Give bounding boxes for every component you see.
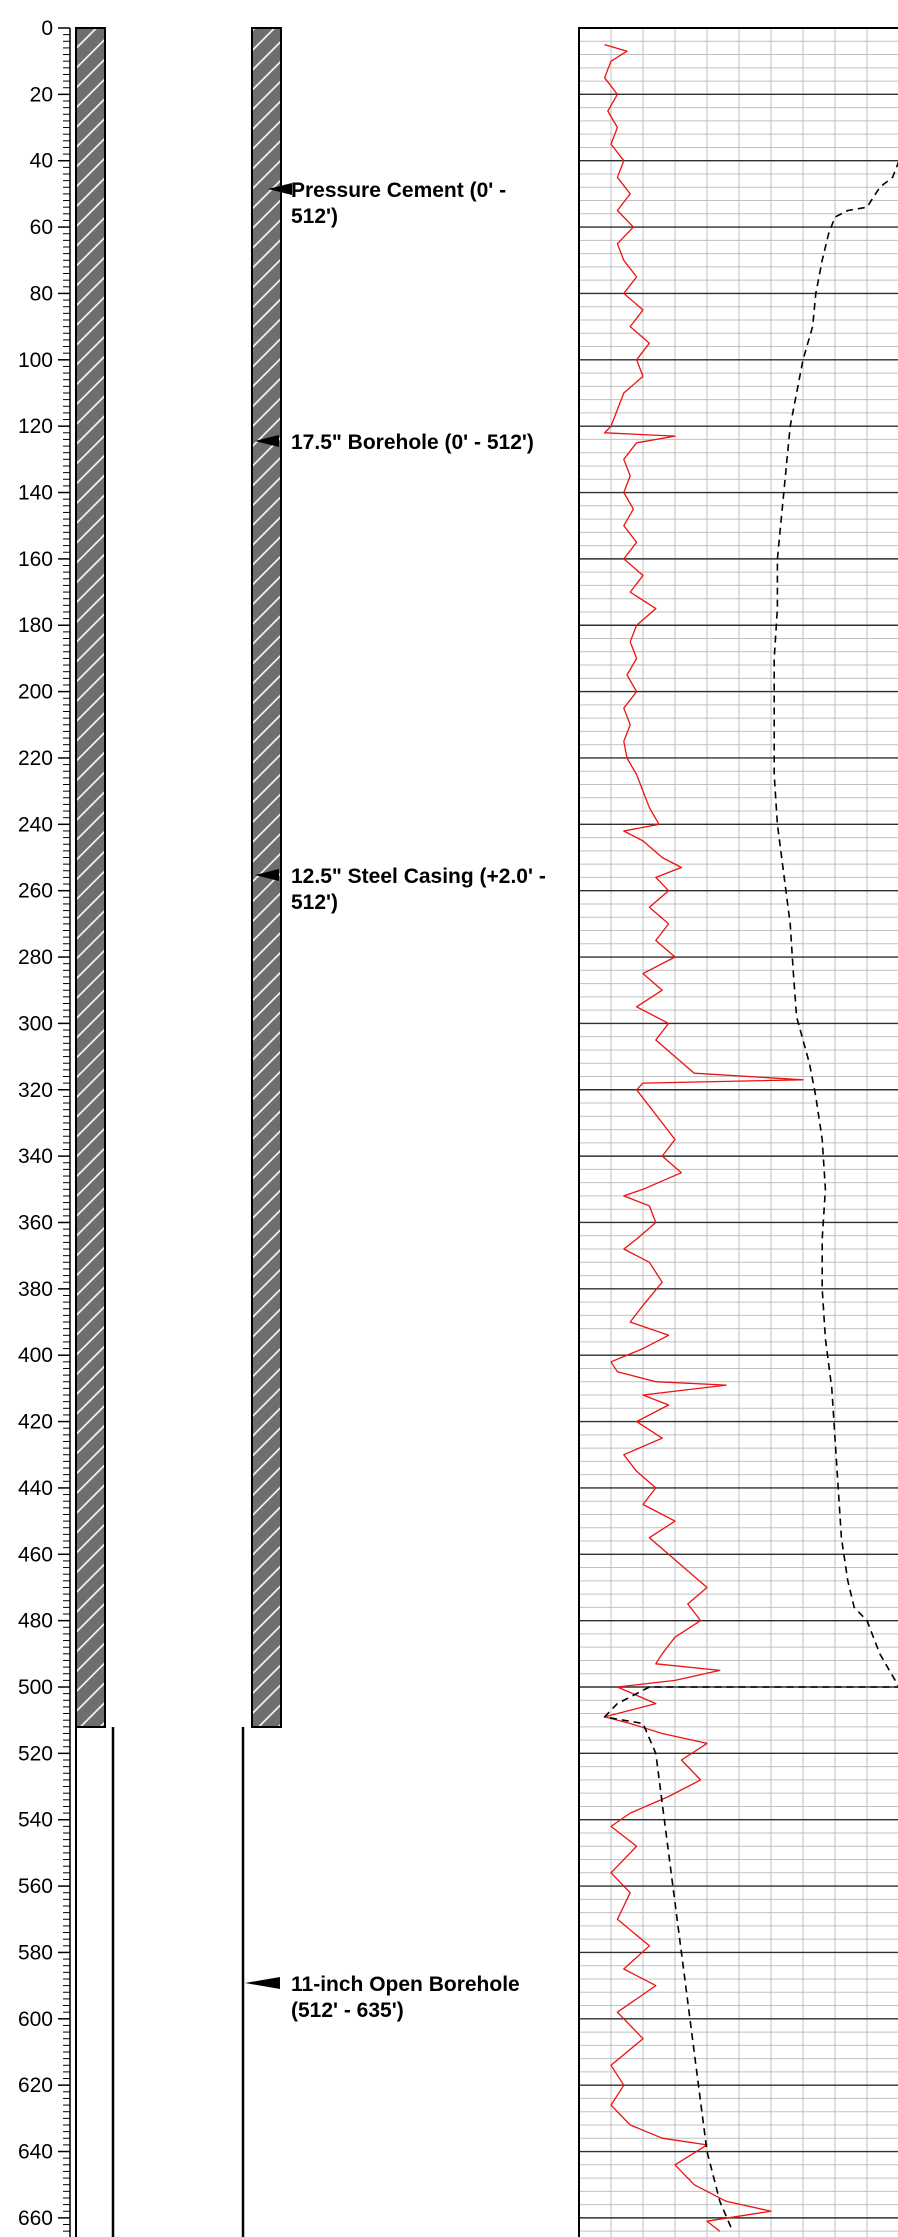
depth-label: 460 bbox=[18, 1543, 53, 1566]
depth-label: 200 bbox=[18, 681, 53, 704]
depth-label: 0 bbox=[41, 17, 53, 40]
depth-label: 660 bbox=[18, 2207, 53, 2230]
log-track-frame bbox=[578, 27, 898, 2237]
log-curves bbox=[603, 43, 898, 2232]
annotation-line: 512') bbox=[291, 205, 338, 228]
depth-label: 320 bbox=[18, 1079, 53, 1102]
depth-label: 180 bbox=[18, 614, 53, 637]
depth-label: 420 bbox=[18, 1411, 53, 1434]
depth-label: 500 bbox=[18, 1676, 53, 1699]
depth-label: 300 bbox=[18, 1012, 53, 1035]
depth-labels: 0 20 40 60 80 100 120 140 160 180 200 220 240 260 280 3… bbox=[18, 17, 53, 2230]
depth-label: 20 bbox=[30, 83, 53, 106]
depth-label: 640 bbox=[18, 2141, 53, 2164]
depth-label: 580 bbox=[18, 1941, 53, 1964]
arrow-pointer-icon bbox=[255, 869, 279, 881]
depth-label: 600 bbox=[18, 2008, 53, 2031]
depth-label: 380 bbox=[18, 1278, 53, 1301]
dashed-log-curve bbox=[603, 161, 898, 2232]
depth-label: 340 bbox=[18, 1145, 53, 1168]
depth-label: 620 bbox=[18, 2074, 53, 2097]
annotation-line: 17.5" Borehole (0' - 512') bbox=[291, 431, 534, 454]
arrow-pointer-icon bbox=[255, 435, 279, 447]
arrow-pointer-icon bbox=[245, 1977, 280, 1989]
depth-label: 140 bbox=[18, 482, 53, 505]
depth-label: 40 bbox=[30, 150, 53, 173]
depth-axis: 0 20 40 60 80 100 120 140 160 180 200 220 240 260 280 3… bbox=[18, 17, 71, 2237]
depth-label: 440 bbox=[18, 1477, 53, 1500]
annotation-line: (512' - 635') bbox=[291, 1999, 404, 2022]
depth-label: 220 bbox=[18, 747, 53, 770]
annotation-open-borehole: 11-inch Open Borehole (512' - 635') bbox=[245, 1973, 520, 2022]
depth-label: 540 bbox=[18, 1809, 53, 1832]
arrow-pointer-icon bbox=[268, 183, 292, 195]
depth-label: 80 bbox=[30, 282, 53, 305]
annotation-borehole: 17.5" Borehole (0' - 512') bbox=[255, 431, 534, 454]
log-track bbox=[578, 27, 898, 2237]
depth-label: 60 bbox=[30, 216, 53, 239]
annotation-line: 11-inch Open Borehole bbox=[291, 1973, 520, 1996]
annotation-line: 12.5" Steel Casing (+2.0' - bbox=[291, 865, 546, 888]
depth-label: 480 bbox=[18, 1610, 53, 1633]
depth-label: 160 bbox=[18, 548, 53, 571]
annotation-pressure-cement: Pressure Cement (0' - 512') bbox=[268, 179, 506, 228]
annotation-line: Pressure Cement (0' - bbox=[291, 179, 506, 202]
depth-label: 260 bbox=[18, 880, 53, 903]
depth-label: 560 bbox=[18, 1875, 53, 1898]
depth-label: 520 bbox=[18, 1742, 53, 1765]
depth-label: 120 bbox=[18, 415, 53, 438]
red-log-curve bbox=[603, 43, 804, 2232]
depth-label: 360 bbox=[18, 1211, 53, 1234]
depth-label: 280 bbox=[18, 946, 53, 969]
well-schematic bbox=[75, 27, 282, 2237]
log-grid bbox=[579, 27, 898, 2237]
depth-label: 400 bbox=[18, 1344, 53, 1367]
annotation-line: 512') bbox=[291, 891, 338, 914]
depth-label: 100 bbox=[18, 349, 53, 372]
annotations: Pressure Cement (0' - 512') 17.5" Boreho… bbox=[245, 179, 546, 2022]
depth-label: 240 bbox=[18, 813, 53, 836]
left-cement-column bbox=[75, 27, 106, 1728]
annotation-steel-casing: 12.5" Steel Casing (+2.0' - 512') bbox=[255, 865, 546, 914]
depth-ticks bbox=[58, 27, 70, 2232]
